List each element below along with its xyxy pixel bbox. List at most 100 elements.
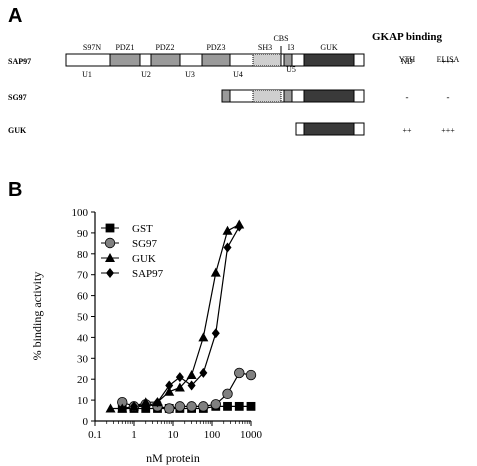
legend-marker-guk bbox=[105, 253, 115, 262]
data-point-sg97 bbox=[234, 367, 245, 379]
legend-label-sg97: SG97 bbox=[132, 238, 158, 250]
sap97-pdz3-domain bbox=[201, 53, 231, 67]
domain-label-cbs: CBS bbox=[273, 34, 288, 43]
y-tick-label: 20 bbox=[77, 374, 89, 386]
y-tick-label: 40 bbox=[77, 332, 89, 344]
panel-a-label: A bbox=[8, 5, 22, 27]
data-point-sap97 bbox=[153, 397, 162, 408]
data-point-guk bbox=[105, 403, 116, 413]
y-tick-label: 30 bbox=[77, 353, 89, 365]
data-point-sap97 bbox=[235, 221, 244, 232]
x-tick-label: 10 bbox=[168, 429, 180, 441]
construct-label-sap97: SAP97 bbox=[8, 57, 31, 66]
data-point-sg97 bbox=[186, 401, 197, 412]
data-point-guk bbox=[164, 386, 175, 396]
data-point-sg97 bbox=[210, 399, 221, 410]
domain-label-s97n: S97N bbox=[83, 43, 101, 52]
y-tick-label: 90 bbox=[77, 228, 89, 240]
legend-marker-sap97 bbox=[106, 268, 114, 278]
y-tick-label: 50 bbox=[77, 312, 89, 324]
data-point-sg97 bbox=[198, 401, 209, 412]
sap97-guk-domain bbox=[303, 53, 355, 67]
data-point-sap97 bbox=[223, 242, 232, 253]
y-tick-label: 0 bbox=[83, 416, 89, 428]
legend-label-guk: GUK bbox=[132, 253, 156, 265]
linker-label-u3: U3 bbox=[185, 70, 195, 79]
legend-label-gst: GST bbox=[132, 223, 153, 235]
linker-label-u4: U4 bbox=[233, 70, 243, 79]
x-tick-label: 1000 bbox=[240, 429, 263, 441]
sap97-yth-result: ND bbox=[401, 57, 413, 66]
chart-legend: GST SG97 GUK SAP97 bbox=[101, 223, 164, 280]
construct-label-sg97: SG97 bbox=[8, 93, 27, 102]
y-axis-label: % binding activity bbox=[30, 272, 44, 361]
data-point-sap97 bbox=[175, 372, 184, 383]
data-point-sap97 bbox=[141, 401, 150, 412]
panel-b-label: B bbox=[8, 179, 22, 201]
yth-header: YTH bbox=[399, 55, 416, 64]
domain-label-pdz3: PDZ3 bbox=[206, 43, 225, 52]
sap97-pdz1-domain bbox=[109, 53, 141, 67]
y-tick-label: 10 bbox=[77, 395, 89, 407]
construct-label-guk: GUK bbox=[8, 126, 27, 135]
sg97-guk-domain bbox=[303, 89, 355, 103]
gkap-binding-header: GKAP binding bbox=[372, 31, 443, 43]
linker-label-u1: U1 bbox=[82, 70, 92, 79]
panel-a: A GKAP binding YTH ELISA SAP97 S97N PDZ1… bbox=[8, 5, 460, 136]
linker-label-u2: U2 bbox=[141, 70, 151, 79]
x-tick-label: 0.1 bbox=[88, 429, 102, 441]
y-tick-label: 80 bbox=[77, 249, 89, 261]
domain-label-pdz1: PDZ1 bbox=[115, 43, 134, 52]
sg97-pdz3-fragment bbox=[221, 89, 231, 103]
x-tick-label: 1 bbox=[131, 429, 137, 441]
domain-label-pdz2: PDZ2 bbox=[155, 43, 174, 52]
sg97-sh3-domain bbox=[252, 89, 282, 103]
y-tick-label: 100 bbox=[72, 207, 89, 219]
data-point-sap97 bbox=[199, 367, 208, 378]
y-tick-label: 60 bbox=[77, 291, 89, 303]
x-axis-label: nM protein bbox=[146, 451, 200, 465]
data-point-guk bbox=[174, 382, 185, 392]
data-point-sap97 bbox=[165, 380, 174, 391]
series-line-sap97 bbox=[134, 226, 240, 407]
sg97-elisa-result: - bbox=[447, 92, 450, 102]
data-point-sap97 bbox=[187, 380, 196, 391]
data-point-sg97 bbox=[164, 403, 175, 414]
sap97-i3-insert bbox=[283, 53, 293, 67]
x-tick-label: 100 bbox=[204, 429, 221, 441]
legend-label-sap97: SAP97 bbox=[132, 268, 164, 280]
data-point-sg97 bbox=[245, 369, 257, 381]
guk-elisa-result: +++ bbox=[441, 126, 455, 135]
sap97-sh3-domain bbox=[252, 53, 282, 67]
sg97-yth-result: - bbox=[406, 92, 409, 102]
domain-label-guk: GUK bbox=[320, 43, 338, 52]
data-point-guk bbox=[222, 225, 233, 235]
legend-marker-sg97 bbox=[104, 237, 116, 249]
domain-label-sh3: SH3 bbox=[258, 43, 272, 52]
y-tick-label: 70 bbox=[77, 270, 89, 282]
sap97-pdz2-domain bbox=[150, 53, 181, 67]
chart-ticks: 0 10 20 30 40 50 60 70 80 90 100 0.1 1 10 100 1000 bbox=[72, 207, 263, 441]
domain-label-i3: I3 bbox=[288, 43, 295, 52]
panel-b: B 0 10 20 30 40 50 60 70 80 90 100 0.1 1 10 100 1000 GS… bbox=[8, 179, 263, 465]
legend-marker-gst bbox=[105, 223, 115, 233]
data-point-gst bbox=[234, 401, 244, 411]
data-point-gst bbox=[246, 401, 256, 411]
sg97-i3-insert bbox=[283, 89, 293, 103]
elisa-header: ELISA bbox=[437, 55, 460, 64]
data-point-gst bbox=[223, 401, 232, 411]
data-point-sg97 bbox=[174, 401, 186, 412]
data-point-guk bbox=[117, 403, 128, 413]
data-point-guk bbox=[198, 332, 209, 342]
sap97-elisa-result: +++ bbox=[441, 57, 455, 66]
data-point-sap97 bbox=[211, 328, 220, 339]
chart-markers bbox=[105, 219, 257, 414]
linker-label-u5: U5 bbox=[286, 65, 296, 74]
data-point-guk bbox=[210, 267, 221, 277]
data-point-guk bbox=[186, 370, 197, 380]
guk-guk-domain bbox=[303, 122, 355, 136]
binding-chart: 0 10 20 30 40 50 60 70 80 90 100 0.1 1 10 100 1000 GST S… bbox=[30, 207, 263, 465]
data-point-sg97 bbox=[222, 388, 233, 400]
data-point-sap97 bbox=[130, 401, 138, 412]
